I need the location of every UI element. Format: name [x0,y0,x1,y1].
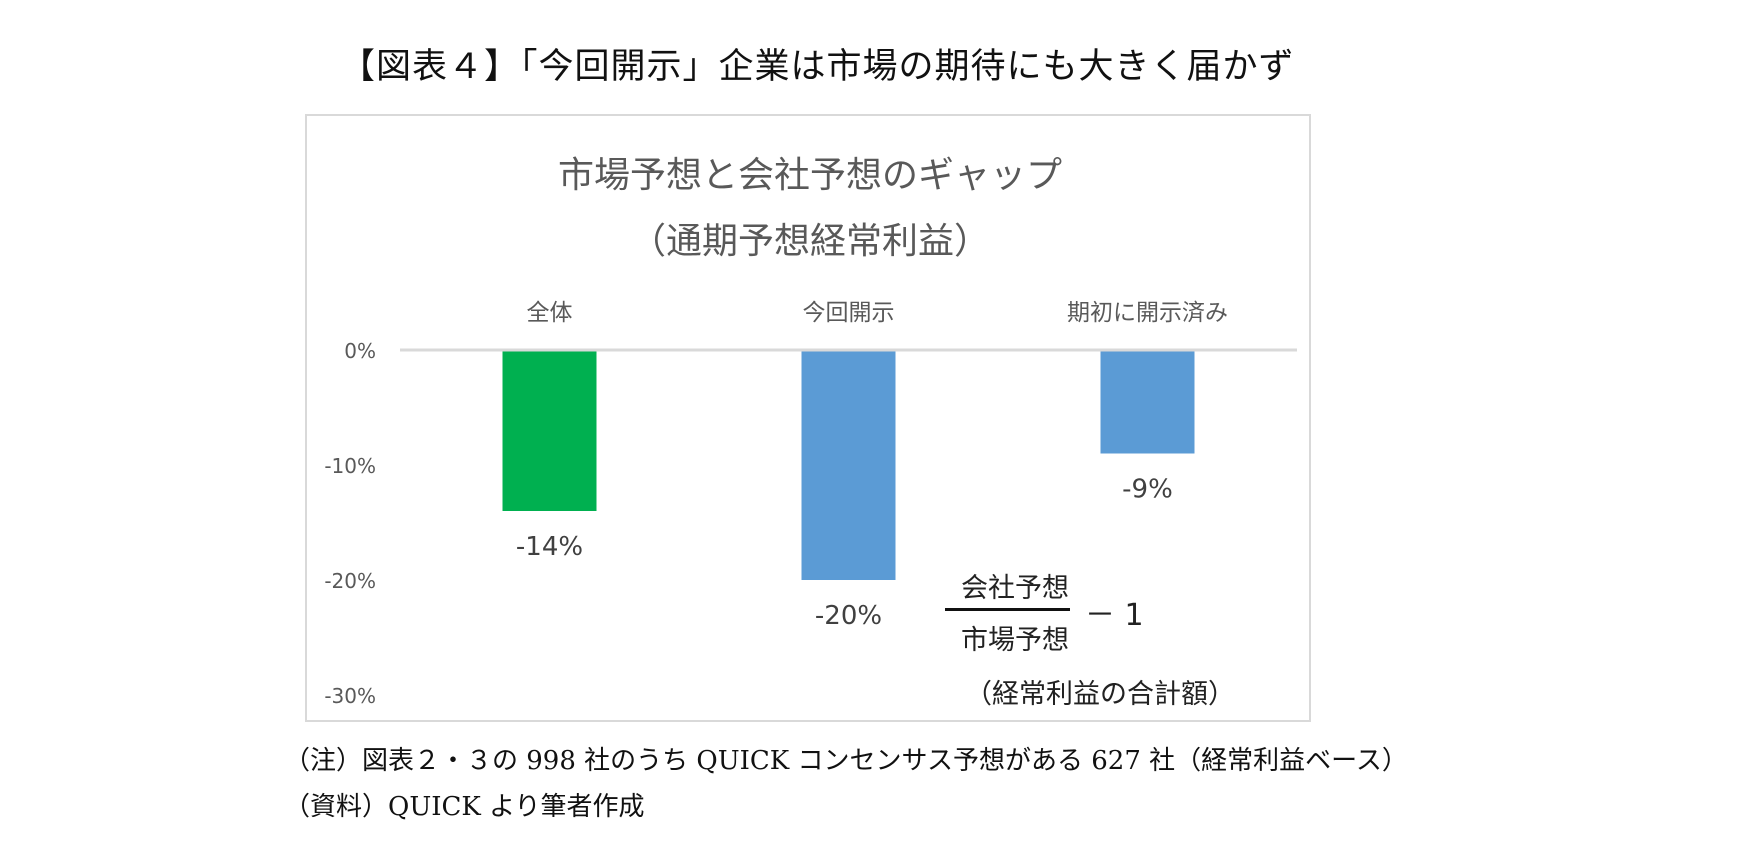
bar [1100,350,1195,454]
y-tick-label: -20% [324,569,376,593]
formula-numerator: 会社予想 [961,573,1069,604]
data-label: -14% [516,532,583,562]
y-tick-label: -30% [324,684,376,708]
fraction-bar [945,608,1070,611]
category-label: 期初に開示済み [1067,300,1228,326]
formula-box: 会社予想 市場予想 － 1 （経常利益の合計額） [937,562,1249,720]
category-label: 今回開示 [803,300,895,326]
bar [801,350,896,580]
y-tick-label: -10% [324,454,376,478]
formula-minus-one: － 1 [1085,598,1144,633]
data-label: -9% [1122,475,1173,505]
chart-subtitle: （通期予想経常利益） [629,221,990,262]
formula-note: （経常利益の合計額） [965,679,1235,710]
footnote-source: （資料）QUICK より筆者作成 [284,792,645,822]
category-label: 全体 [527,300,573,326]
chart-title: 市場予想と会社予想のギャップ [557,155,1062,196]
formula-denominator: 市場予想 [961,625,1069,656]
data-label: -20% [815,601,882,631]
figure-title: 【図表４】「今回開示」企業は市場の期待にも大きく届かず [340,47,1295,87]
footnote-note: （注）図表２・３の 998 社のうち QUICK コンセンサス予想がある 627… [284,746,1408,776]
y-tick-label: 0% [344,339,376,363]
bar [502,350,597,511]
